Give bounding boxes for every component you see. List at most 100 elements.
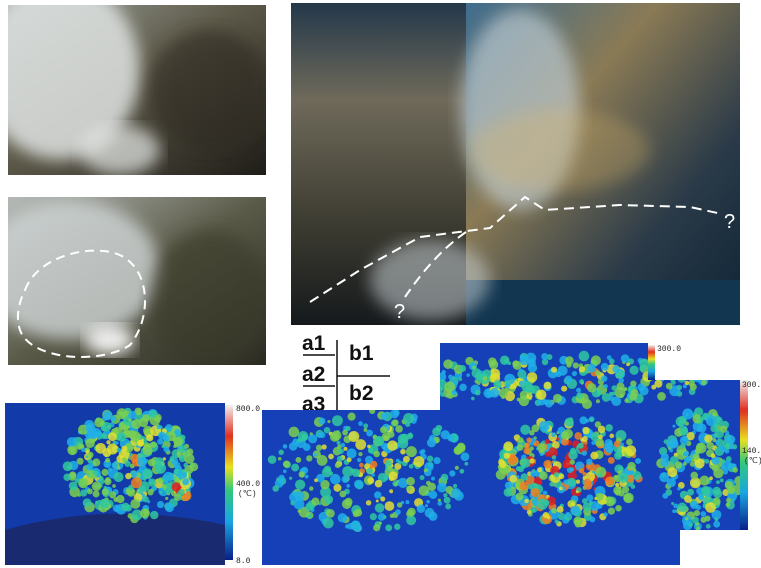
thermal-spot (709, 476, 713, 481)
thermal-spot (453, 483, 458, 489)
scale-label: (℃) (744, 457, 761, 466)
thermal-spot (320, 479, 330, 490)
thermal-spot (365, 500, 372, 506)
thermal-spot (163, 471, 174, 482)
thermal-spot (713, 489, 723, 499)
thermal-spot (448, 374, 453, 380)
thermal-spot (556, 437, 560, 441)
thermal-spot (363, 428, 368, 432)
thermal-spot (520, 424, 531, 435)
thermal-spot (618, 377, 625, 384)
thermal-spot (586, 494, 594, 502)
thermal-spot (437, 501, 443, 506)
thermal-spot (721, 459, 726, 464)
thermal-spot (711, 509, 722, 520)
thermal-spot (529, 458, 535, 464)
thermal-spot (471, 396, 475, 401)
thermal-spot (308, 434, 318, 444)
thermal-spot (630, 388, 639, 397)
thermal-spot (124, 460, 131, 467)
thermal-spot (427, 482, 437, 492)
thermal-spot (443, 496, 451, 504)
thermal-spot (173, 468, 180, 475)
thermal-spot (157, 438, 164, 445)
thermal-spot (665, 382, 673, 390)
thermal-spot (679, 435, 689, 445)
thermal-spot (186, 448, 194, 456)
thermal-spot (426, 438, 437, 448)
thermal-spot (403, 455, 410, 463)
thermal-spot (428, 490, 438, 500)
thermal-spot (341, 499, 352, 509)
thermal-spot (584, 481, 593, 490)
thermal-spot (444, 381, 456, 393)
thermal-spot (589, 417, 594, 423)
thermal-spot (450, 487, 462, 499)
thermal-spot (672, 424, 676, 428)
thermal-spot (493, 380, 502, 389)
colorbar (225, 405, 233, 560)
thermal-spot (394, 482, 398, 486)
thermal-spot (595, 492, 604, 501)
thermal-spot (79, 489, 88, 497)
thermal-spot (564, 417, 574, 427)
thermal-spot (608, 395, 615, 401)
thermal-spot (293, 498, 305, 510)
thermal-spot (684, 495, 692, 503)
thermal-spot (103, 486, 107, 490)
thermal-spot (726, 497, 732, 503)
thermal-spot (657, 392, 666, 401)
thermal-spot (651, 384, 657, 390)
thermal-spot (689, 383, 697, 391)
scale-label: 400.0 (236, 480, 260, 489)
thermal-spot (169, 456, 175, 461)
thermal-spot (590, 451, 599, 460)
thermal-spot (85, 438, 95, 448)
thermal-spot (682, 461, 687, 466)
panel-key: a1 a2 a3 b1 b2 (302, 332, 390, 416)
thermal-spot (570, 505, 580, 515)
thermal-spot (318, 417, 326, 425)
thermal-spot (580, 437, 585, 442)
thermal-spot (373, 450, 380, 458)
thermal-spot (510, 450, 514, 454)
thermal-spot (588, 500, 593, 506)
thermal-spot (348, 431, 360, 443)
thermal-spot (327, 420, 331, 424)
thermal-spot (568, 450, 578, 460)
thermal-spot (288, 426, 300, 438)
thermal-spot (278, 474, 285, 481)
thermal-spot (692, 453, 700, 461)
thermal-spot (565, 356, 574, 365)
thermal-spot (698, 494, 704, 501)
thermal-spot (347, 412, 356, 421)
thermal-a3 (5, 403, 225, 565)
thermal-spot (440, 482, 445, 487)
thermal-spot (333, 483, 342, 492)
thermal-spot (158, 431, 166, 440)
thermal-spot (109, 491, 117, 499)
colorbar (740, 380, 748, 530)
thermal-spot (530, 487, 540, 498)
thermal-spot (413, 456, 425, 468)
thermal-spot (355, 439, 367, 450)
thermal-spot (173, 444, 177, 449)
thermal-spot (316, 473, 325, 483)
scale-label: 8.0 (236, 557, 251, 566)
thermal-spot (430, 371, 436, 377)
photo-b1: ? ? (291, 3, 740, 325)
thermal-spot (680, 427, 689, 436)
thermal-spot (440, 473, 449, 482)
thermal-spot (471, 368, 482, 378)
thermal-spot (482, 376, 488, 382)
thermal-spot (458, 377, 463, 382)
thermal-spot (427, 371, 433, 377)
thermal-spot (378, 521, 382, 525)
thermal-spot (387, 440, 398, 451)
thermal-spot (337, 513, 348, 523)
thermal-spot (306, 455, 313, 462)
thermal-spot (639, 365, 646, 372)
thermal-spot (342, 429, 348, 436)
thermal-spot (453, 446, 463, 455)
thermal-spot (581, 498, 588, 504)
